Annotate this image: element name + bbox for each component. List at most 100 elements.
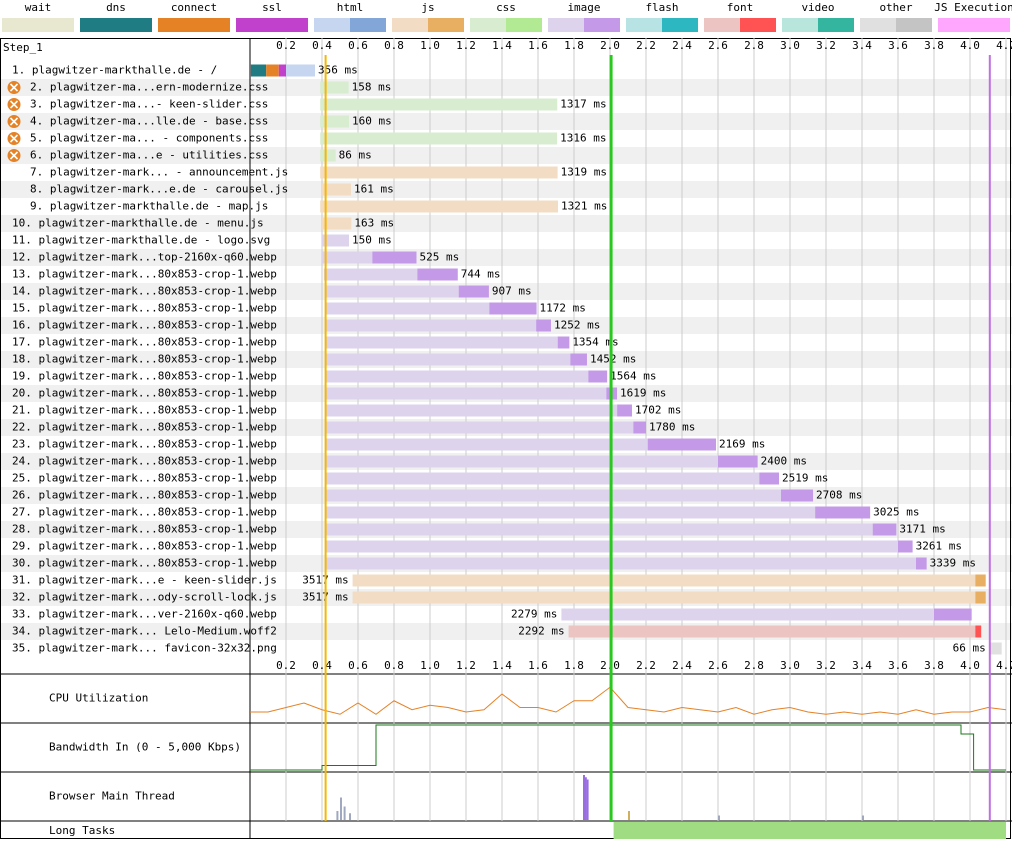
legend-swatch (236, 18, 308, 32)
x-tick-label: 1.2 (456, 39, 476, 52)
request-bar (325, 557, 927, 570)
main-thread-activity (862, 815, 864, 820)
request-label: 3. plagwitzer-ma...- keen-slider.css (30, 98, 268, 111)
request-label: 33. plagwitzer-mark...ver-2160x-q60.webp (12, 608, 277, 621)
legend-label: image (567, 1, 600, 14)
request-bar (325, 506, 871, 519)
download-bar (781, 489, 814, 502)
duration-label: 2292 ms (518, 625, 564, 638)
connection-phase (278, 64, 286, 77)
download-bar (489, 302, 537, 315)
duration-label: 1252 ms (554, 319, 600, 332)
request-label: 11. plagwitzer-markthalle.de - logo.svg (12, 234, 270, 247)
duration-label: 66 ms (953, 642, 986, 655)
duration-label: 1172 ms (540, 302, 586, 315)
request-bar (989, 642, 1002, 655)
request-bar (325, 353, 587, 366)
legend-label: ssl (262, 1, 282, 14)
request-bar (322, 183, 351, 196)
legend-label: css (496, 1, 516, 14)
x-tick-label: 2.6 (708, 659, 728, 672)
request-label: 30. plagwitzer-mark...80x853-crop-1.webp (12, 557, 277, 570)
request-bar (325, 370, 608, 383)
x-tick-label: 2.4 (672, 659, 692, 672)
download-bar (372, 251, 417, 264)
main-thread-activity (343, 806, 346, 820)
duration-label: 1619 ms (620, 387, 666, 400)
request-label: 14. plagwitzer-mark...80x853-crop-1.webp (12, 285, 277, 298)
duration-label: 2279 ms (511, 608, 557, 621)
row-stripe (0, 147, 1012, 164)
render-blocking-icon (9, 83, 19, 92)
x-tick-label: 2.6 (708, 39, 728, 52)
request-bar (325, 302, 537, 315)
render-blocking-icon (9, 117, 19, 126)
request-label: 23. plagwitzer-mark...80x853-crop-1.webp (12, 438, 277, 451)
request-bar (322, 234, 349, 247)
legend-label: dns (106, 1, 126, 14)
request-bar (320, 81, 349, 94)
legend-label: video (801, 1, 834, 14)
duration-label: 356 ms (318, 64, 358, 77)
x-tick-label: 1.6 (528, 39, 548, 52)
download-bar (975, 625, 982, 638)
download-bar (898, 540, 913, 553)
x-tick-label: 3.8 (924, 659, 944, 672)
legend-swatch (158, 18, 230, 32)
x-tick-label: 1.4 (492, 659, 512, 672)
request-label: 1. plagwitzer-markthalle.de - / (12, 64, 217, 77)
panel-label: Long Tasks (49, 824, 115, 837)
connection-phase (266, 64, 279, 77)
legend-swatch (818, 18, 854, 32)
x-tick-label: 3.2 (816, 659, 836, 672)
download-bar (916, 557, 927, 570)
legend-swatch (704, 18, 740, 32)
duration-label: 3025 ms (873, 506, 919, 519)
request-label: 5. plagwitzer-ma... - components.css (30, 132, 268, 145)
request-label: 16. plagwitzer-mark...80x853-crop-1.webp (12, 319, 277, 332)
request-bar (325, 455, 758, 468)
request-bar (320, 115, 349, 128)
request-bar (320, 149, 336, 162)
duration-label: 163 ms (354, 217, 394, 230)
download-bar (557, 336, 570, 349)
legend-swatch (428, 18, 464, 32)
x-tick-label: 2.8 (744, 39, 764, 52)
request-label: 27. plagwitzer-mark...80x853-crop-1.webp (12, 506, 277, 519)
x-tick-label: 1.8 (564, 39, 584, 52)
render-blocking-icon (9, 100, 19, 109)
request-label: 29. plagwitzer-mark...80x853-crop-1.webp (12, 540, 277, 553)
download-bar (975, 574, 986, 587)
panel-label: CPU Utilization (49, 692, 148, 705)
request-label: 19. plagwitzer-mark...80x853-crop-1.webp (12, 370, 277, 383)
legend-swatch (548, 18, 584, 32)
x-tick-label: 0.4 (312, 39, 332, 52)
duration-label: 160 ms (352, 115, 392, 128)
download-bar (617, 404, 632, 417)
duration-label: 3261 ms (916, 540, 962, 553)
legend-swatch (350, 18, 386, 32)
request-label: 35. plagwitzer-mark... favicon-32x32.png (12, 642, 277, 655)
request-label: 10. plagwitzer-markthalle.de - menu.js (12, 217, 264, 230)
x-tick-label: 0.4 (312, 659, 332, 672)
x-tick-label: 2.2 (636, 659, 656, 672)
request-bar (322, 217, 352, 230)
x-tick-label: 1.2 (456, 659, 476, 672)
request-bar (320, 166, 558, 179)
duration-label: 3171 ms (899, 523, 945, 536)
request-bar (352, 574, 986, 587)
row-stripe (0, 249, 1012, 266)
row-stripe (0, 283, 1012, 300)
main-thread-activity (336, 811, 339, 820)
duration-label: 1564 ms (610, 370, 656, 383)
render-blocking-icon (9, 134, 19, 143)
request-bar (325, 319, 551, 332)
request-label: 18. plagwitzer-mark...80x853-crop-1.webp (12, 353, 277, 366)
request-bar (325, 421, 646, 434)
main-thread-activity (586, 779, 589, 820)
x-tick-label: 0.6 (348, 659, 368, 672)
legend-label: font (727, 1, 754, 14)
bandwidth-line (250, 724, 1006, 771)
